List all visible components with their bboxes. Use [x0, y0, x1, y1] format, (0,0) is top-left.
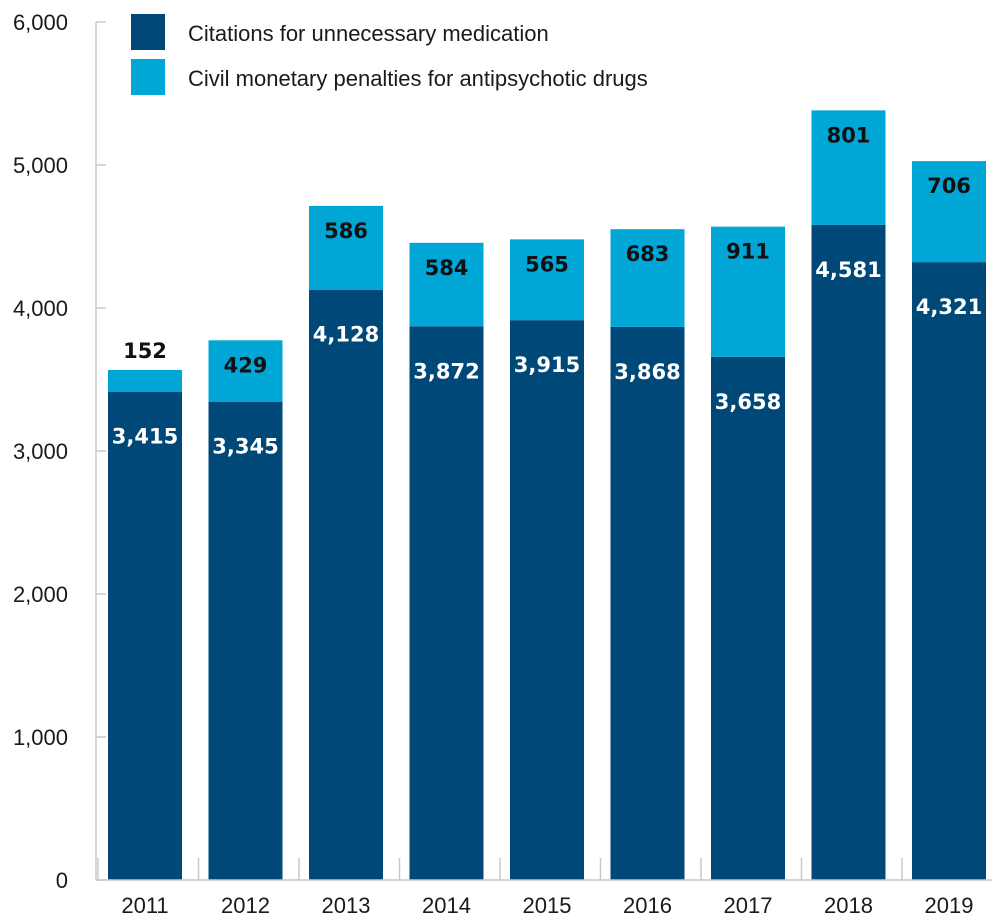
- legend-item-citations: Citations for unnecessary medication: [131, 14, 549, 50]
- legend: Citations for unnecessary medication Civi…: [131, 14, 648, 95]
- bar-penalties-2011: [108, 369, 182, 392]
- bar-citations-2013: [309, 289, 383, 880]
- bar-penalties-2014: [409, 242, 484, 327]
- data-label-penalties-2019: 706: [927, 174, 971, 198]
- bar-citations-2012: [208, 401, 283, 880]
- bar-penalties-2017: [711, 226, 785, 357]
- data-label-citations-2016: 3,868: [614, 360, 680, 384]
- x-tick-label: 2019: [925, 893, 974, 918]
- bar-penalties-2015: [510, 239, 584, 321]
- x-tick-label: 2013: [322, 893, 371, 918]
- legend-item-penalties: Civil monetary penalties for antipsychot…: [131, 59, 648, 95]
- bar-citations-2016: [610, 326, 685, 881]
- x-tick-label: 2017: [724, 893, 773, 918]
- bar-group-2013: 4,128 586: [309, 205, 383, 880]
- data-label-citations-2019: 4,321: [916, 295, 982, 319]
- data-label-penalties-2015: 565: [525, 252, 569, 276]
- x-tick-label: 2018: [824, 893, 873, 918]
- y-tick-label: 3,000: [13, 439, 68, 464]
- bar-penalties-2016: [610, 229, 685, 327]
- y-tick-label: 4,000: [13, 296, 68, 321]
- y-tick-label: 1,000: [13, 725, 68, 750]
- data-label-penalties-2011: 152: [123, 339, 167, 363]
- bar-citations-2011: [108, 391, 182, 880]
- bar-penalties-2013: [309, 205, 383, 290]
- x-tick-label: 2011: [121, 893, 168, 918]
- bar-citations-2018: [811, 224, 886, 881]
- data-label-citations-2011: 3,415: [112, 425, 178, 449]
- bar-group-2012: 3,345 429: [208, 340, 283, 880]
- data-label-penalties-2014: 584: [425, 256, 469, 280]
- y-tick-label: 5,000: [13, 153, 68, 178]
- bars: 3,415 152 3,345 429 4,128 586 3,872 584 3,915 565…: [108, 110, 986, 881]
- x-tick-label: 2014: [422, 893, 471, 918]
- legend-swatch: [131, 14, 165, 50]
- legend-label: Citations for unnecessary medication: [188, 21, 549, 46]
- y-axis: 0 1,000 2,000 3,000 4,000 5,000 6,000: [13, 10, 106, 893]
- data-label-citations-2014: 3,872: [413, 359, 479, 383]
- y-tick-label: 2,000: [13, 582, 68, 607]
- bar-group-2018: 4,581 801: [811, 110, 886, 881]
- bar-penalties-2018: [811, 110, 886, 225]
- bar-group-2016: 3,868 683: [610, 229, 685, 881]
- data-label-penalties-2018: 801: [827, 123, 871, 147]
- data-label-penalties-2013: 586: [324, 219, 368, 243]
- bar-penalties-2019: [912, 161, 986, 263]
- data-label-citations-2012: 3,345: [212, 435, 278, 459]
- data-label-penalties-2016: 683: [626, 242, 670, 266]
- x-tick-label: 2015: [523, 893, 572, 918]
- bar-group-2019: 4,321 706: [912, 161, 986, 880]
- data-label-penalties-2012: 429: [224, 353, 268, 377]
- bar-citations-2019: [912, 262, 986, 880]
- x-tick-label: 2012: [221, 893, 270, 918]
- bar-citations-2014: [409, 326, 484, 881]
- legend-swatch: [131, 59, 165, 95]
- bar-group-2011: 3,415 152: [108, 339, 182, 880]
- bar-group-2017: 3,658 911: [711, 226, 785, 880]
- bar-citations-2017: [711, 356, 785, 880]
- data-label-penalties-2017: 911: [726, 240, 770, 264]
- data-label-citations-2018: 4,581: [815, 258, 881, 282]
- bar-penalties-2012: [208, 340, 283, 402]
- data-label-citations-2013: 4,128: [313, 323, 379, 347]
- bar-group-2015: 3,915 565: [510, 239, 584, 880]
- y-tick-label: 0: [56, 868, 68, 893]
- y-tick-label: 6,000: [13, 10, 68, 35]
- x-axis: 2011 2012 2013 2014 2015 2016 2017 2018 2019: [96, 858, 992, 918]
- bar-citations-2015: [510, 320, 584, 880]
- bar-group-2014: 3,872 584: [409, 242, 484, 881]
- legend-label: Civil monetary penalties for antipsychot…: [188, 66, 648, 91]
- data-label-citations-2017: 3,658: [715, 390, 781, 414]
- x-tick-label: 2016: [623, 893, 672, 918]
- data-label-citations-2015: 3,915: [514, 353, 580, 377]
